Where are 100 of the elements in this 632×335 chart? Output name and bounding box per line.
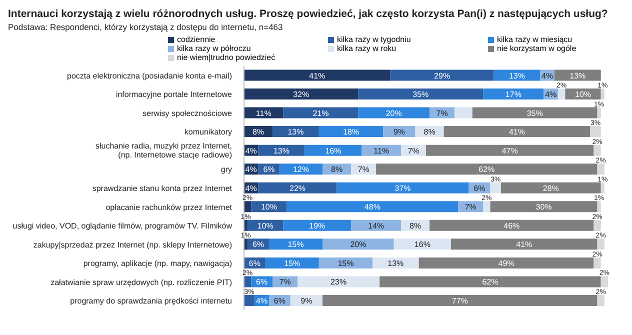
legend-label: kilka razy w tygodniu: [337, 35, 411, 44]
bar: [594, 220, 601, 231]
y-tick-label: poczta elektroniczna (posiadanie konta e-mail): [67, 71, 232, 80]
data-label: 47%: [502, 146, 518, 156]
bar: [372, 257, 419, 268]
data-label: 35%: [526, 108, 543, 118]
data-label: 10%: [575, 90, 592, 100]
bar: [304, 144, 362, 156]
data-label: 7%: [464, 202, 476, 212]
bar: [594, 144, 601, 156]
y-tick-label: komunikatory: [184, 128, 232, 137]
data-label: 49%: [498, 258, 514, 268]
bar: [244, 70, 390, 81]
data-label: 4%: [245, 184, 257, 193]
bar: [450, 238, 598, 250]
data-label: 41%: [309, 71, 326, 80]
bar: [244, 294, 255, 306]
bar: [258, 182, 337, 194]
bar: [268, 238, 323, 250]
bar: [322, 294, 598, 306]
data-label: 4%: [256, 296, 268, 306]
bar: [590, 126, 601, 138]
data-label: 6%: [274, 296, 286, 306]
bar: [597, 164, 604, 175]
data-label: 13%: [273, 146, 290, 156]
bar: [336, 182, 469, 194]
data-label: 4%: [245, 146, 257, 156]
bar: [394, 238, 451, 250]
bar: [500, 182, 601, 194]
y-tick-label: programy, aplikacje (np. mapy, nawigacja): [83, 259, 232, 268]
data-label: 16%: [325, 146, 342, 156]
bar: [483, 201, 490, 212]
data-label: 35%: [412, 90, 429, 100]
bar: [600, 182, 604, 194]
data-label: 15%: [338, 258, 354, 268]
data-label: 8%: [424, 128, 436, 137]
bar: [244, 276, 252, 288]
data-label: 17%: [505, 90, 522, 100]
data-label: 8%: [331, 165, 343, 174]
bar: [272, 126, 319, 138]
bar: [265, 257, 319, 268]
data-label: 18%: [343, 128, 360, 137]
bar: [318, 126, 384, 138]
data-label: 48%: [364, 202, 380, 212]
data-label: 9%: [300, 296, 312, 306]
data-label: 32%: [293, 90, 310, 100]
data-label: 15%: [288, 240, 304, 250]
bar: [597, 294, 604, 306]
data-label: 7%: [408, 146, 420, 156]
data-label: 13%: [288, 128, 304, 137]
bar: [597, 238, 604, 250]
y-tick-label: słuchanie radia, muzyki przez Internet, (np. Internetowe stacje radiowe): [95, 141, 232, 160]
bar: [490, 201, 598, 212]
data-label: 15%: [284, 258, 300, 268]
bar: [426, 144, 594, 156]
data-label: 62%: [482, 278, 498, 287]
y-tick-label: usługi video, VOD, oglądanie filmów, programów TV. Filmików: [12, 222, 232, 231]
bar: [558, 88, 566, 100]
data-label: 37%: [394, 184, 411, 193]
data-label: 20%: [386, 108, 402, 118]
data-label: 77%: [452, 296, 468, 306]
data-label: 8%: [410, 221, 422, 230]
data-label: 10%: [257, 221, 274, 230]
text: Podstawa: Respondenci, którzy korzystają z dostępu do internetu, n=463: [8, 22, 284, 32]
bar: [600, 276, 608, 288]
data-label: 14%: [368, 221, 384, 230]
y-tick-label: programy do sprawdzania prędkości internetu: [70, 296, 232, 306]
bar: [244, 201, 252, 212]
data-label: 13%: [508, 71, 526, 80]
data-label: 4%: [542, 71, 554, 80]
bar: [444, 126, 590, 138]
data-label: 23%: [330, 278, 347, 287]
bar: [380, 276, 601, 288]
bar: [376, 164, 598, 175]
data-label: 6%: [256, 278, 268, 287]
y-tick-label: zakupy|sprzedaż przez Internet (np. sklepy Internetowe): [33, 240, 232, 250]
bar: [472, 107, 598, 118]
data-label: 16%: [414, 240, 430, 250]
data-label: 6%: [252, 240, 264, 250]
data-label: 20%: [350, 240, 366, 250]
bar: [318, 257, 372, 268]
chart-title: Internauci korzystają z wielu różnorodnych usług. Proszę powiedzieć, jak często korzysta Pan(i) z następujących usług?: [8, 8, 609, 20]
bar: [283, 220, 352, 231]
legend-label: codziennie: [177, 35, 216, 44]
bar: [490, 182, 501, 194]
data-label: 8%: [252, 128, 264, 137]
legend-label: nie wiem|trudno powiedzieć: [177, 53, 276, 62]
data-label: 7%: [436, 108, 448, 118]
bar: [418, 257, 594, 268]
data-label: 29%: [434, 71, 450, 80]
data-label: 30%: [536, 202, 552, 212]
legend-label: kilka razy w roku: [337, 44, 396, 53]
bar: [594, 257, 601, 268]
bar: [298, 276, 380, 288]
bar: [358, 107, 430, 118]
bar: [286, 201, 458, 212]
y-tick-label: informacyjne portale Internetowe: [116, 90, 233, 100]
y-tick-label: gry: [220, 165, 232, 174]
data-label: 10%: [260, 202, 277, 212]
y-tick-label: opłacanie rachunków przez Internet: [106, 202, 233, 212]
